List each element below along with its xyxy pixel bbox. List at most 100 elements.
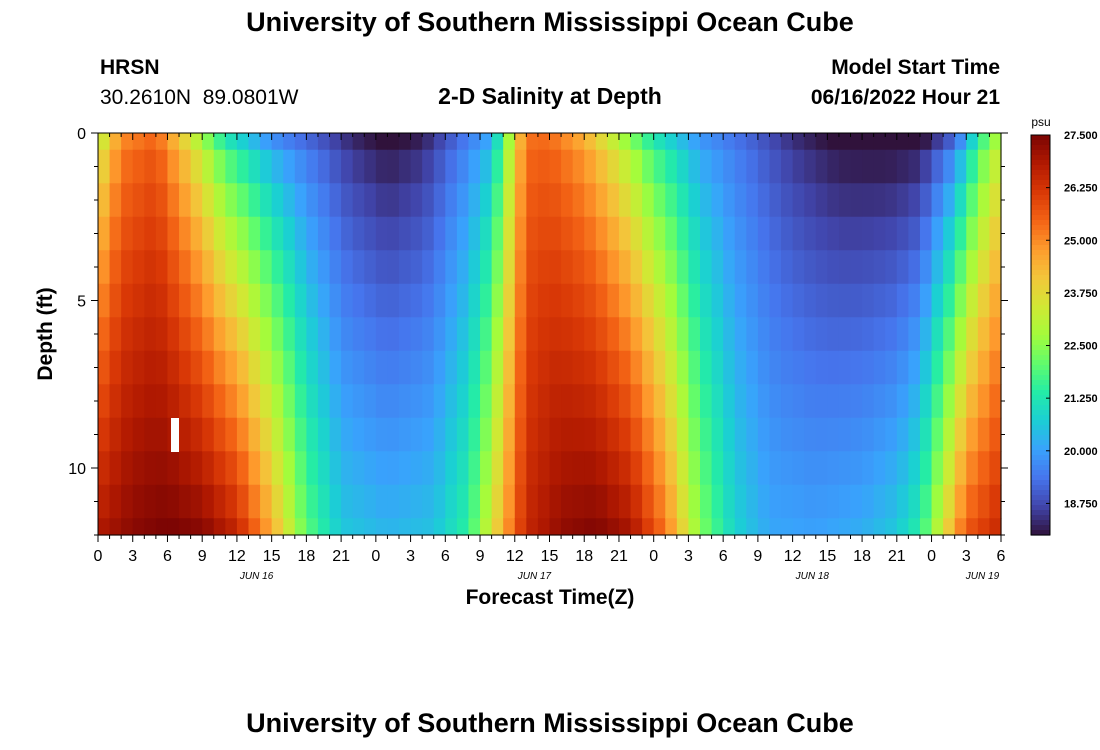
colorbar-swatch — [1031, 185, 1050, 191]
heatmap-cell — [896, 484, 909, 519]
heatmap-cell — [456, 350, 470, 385]
heatmap-cell — [514, 133, 527, 151]
heatmap-cell — [260, 283, 273, 318]
heatmap-cell — [283, 484, 296, 519]
heatmap-cell — [919, 250, 933, 285]
heatmap-cell — [850, 350, 863, 385]
colorbar-tick-label: 18.750 — [1064, 498, 1098, 510]
heatmap-cell — [317, 183, 331, 218]
colorbar-tick-label: 21.250 — [1064, 393, 1098, 405]
heatmap-cells — [98, 133, 1002, 536]
x-tick-label: 15 — [818, 548, 836, 565]
heatmap-cell — [838, 216, 852, 251]
heatmap-cell — [688, 317, 701, 352]
heatmap-cell — [410, 283, 423, 318]
heatmap-cell — [132, 518, 145, 536]
colorbar-swatch — [1031, 175, 1050, 181]
heatmap-cell — [873, 484, 886, 519]
heatmap-cell — [375, 451, 389, 486]
heatmap-cell — [271, 149, 284, 184]
heatmap-cell — [526, 149, 539, 184]
heatmap-cell — [410, 183, 423, 218]
heatmap-cell — [757, 183, 771, 218]
heatmap-cell — [132, 250, 145, 285]
heatmap-cell — [503, 183, 516, 218]
heatmap-cell — [202, 149, 215, 184]
heatmap-cell — [862, 518, 875, 536]
heatmap-cell — [341, 216, 354, 251]
colorbar-swatch — [1031, 265, 1050, 271]
heatmap-cell — [838, 133, 852, 151]
heatmap-cell — [549, 250, 562, 285]
heatmap-cell — [989, 250, 1002, 285]
heatmap-cell — [98, 216, 111, 251]
colorbar-swatch — [1031, 230, 1050, 236]
heatmap-cell — [977, 216, 991, 251]
heatmap-cell — [838, 250, 852, 285]
heatmap-cell — [642, 518, 655, 536]
heatmap-cell — [665, 216, 678, 251]
heatmap-cell — [98, 317, 111, 352]
heatmap-cell — [387, 183, 400, 218]
heatmap-cell — [584, 417, 597, 452]
x-tick-label: 18 — [297, 548, 315, 565]
heatmap-cell — [109, 283, 122, 318]
heatmap-cell — [977, 133, 991, 151]
heatmap-cell — [109, 149, 122, 184]
x-axis-label: Forecast Time(Z) — [466, 586, 635, 609]
heatmap-cell — [607, 384, 620, 419]
heatmap-cell — [873, 317, 886, 352]
x-tick-label: 21 — [332, 548, 350, 565]
heatmap-cell — [931, 216, 944, 251]
heatmap-cell — [549, 384, 562, 419]
heatmap-cell — [341, 283, 354, 318]
heatmap-cell — [653, 133, 666, 151]
heatmap-cell — [503, 133, 516, 151]
heatmap-cell — [989, 417, 1002, 452]
heatmap-cell — [850, 133, 863, 151]
heatmap-cell — [989, 133, 1002, 151]
heatmap-cell — [410, 149, 423, 184]
heatmap-cell — [514, 451, 527, 486]
heatmap-cell — [236, 133, 250, 151]
heatmap-cell — [445, 384, 458, 419]
heatmap-cell — [399, 133, 412, 151]
heatmap-cell — [584, 283, 597, 318]
heatmap-cell — [514, 350, 527, 385]
heatmap-cell — [260, 216, 273, 251]
x-tick-label: 0 — [649, 548, 658, 565]
heatmap-cell — [908, 417, 921, 452]
heatmap-cell — [700, 149, 713, 184]
heatmap-cell — [549, 484, 562, 519]
heatmap-cell — [584, 183, 597, 218]
heatmap-cell — [375, 484, 389, 519]
heatmap-cell — [341, 451, 354, 486]
heatmap-cell — [132, 317, 145, 352]
heatmap-cell — [815, 283, 828, 318]
heatmap-cell — [977, 384, 991, 419]
salinity-heatmap-chart: 0 3 6 9 12 15 18 21 0 3 6 9 12 15 18 21 0 3 6 9 12 15 18 21 0 3 6 J… — [34, 115, 1098, 609]
heatmap-cell — [931, 518, 944, 536]
heatmap-cell — [121, 518, 134, 536]
heatmap-cell — [236, 216, 250, 251]
heatmap-cell — [769, 283, 782, 318]
heatmap-cell — [132, 451, 145, 486]
heatmap-cell — [827, 133, 840, 151]
heatmap-cell — [908, 317, 921, 352]
heatmap-cell — [734, 417, 747, 452]
heatmap-cell — [352, 216, 365, 251]
heatmap-cell — [723, 250, 736, 285]
heatmap-cell — [352, 417, 365, 452]
heatmap-cell — [410, 384, 423, 419]
heatmap-cell — [792, 283, 805, 318]
heatmap-cell — [202, 133, 215, 151]
heatmap-cell — [781, 133, 794, 151]
heatmap-cell — [445, 417, 458, 452]
heatmap-cell — [225, 484, 238, 519]
heatmap-cell — [676, 149, 690, 184]
heatmap-cell — [387, 518, 400, 536]
heatmap-cell — [746, 317, 759, 352]
heatmap-cell — [734, 484, 747, 519]
heatmap-cell — [700, 317, 713, 352]
x-tick-label: 9 — [198, 548, 207, 565]
